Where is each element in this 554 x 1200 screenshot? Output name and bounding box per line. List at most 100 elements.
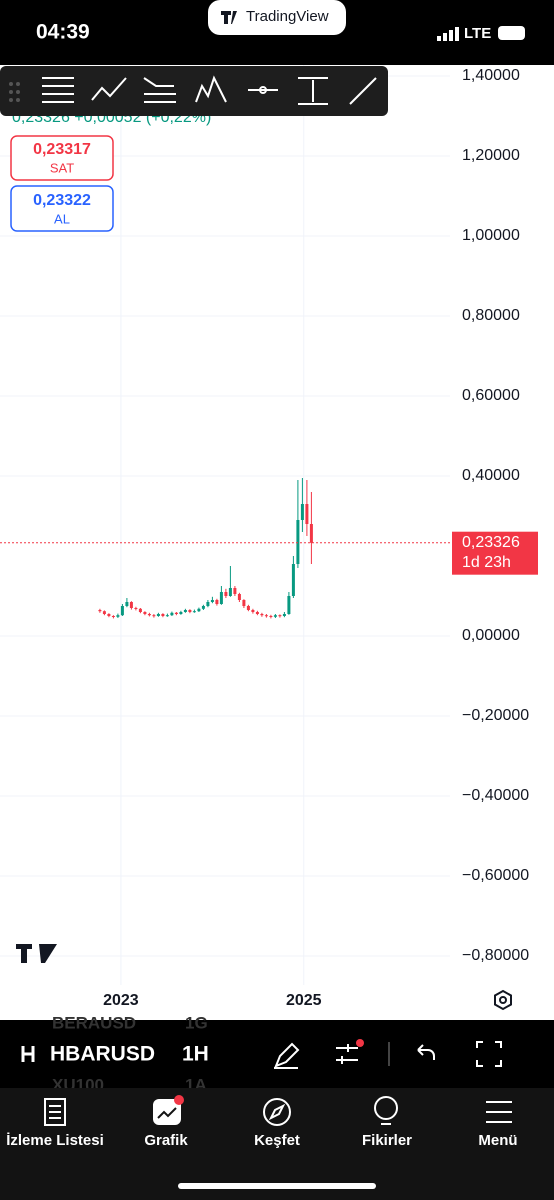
battery [498, 26, 525, 40]
tab-label[interactable]: Grafik [144, 1132, 188, 1149]
candle-body [116, 615, 120, 617]
tab-bar [0, 1088, 554, 1200]
y-tick-label: 1,20000 [462, 147, 520, 164]
x-tick-label: 2023 [103, 992, 139, 1009]
tab-label[interactable]: İzleme Listesi [6, 1132, 104, 1149]
candle-body [152, 615, 156, 617]
candle-body [206, 602, 210, 606]
tab-icon [268, 1103, 286, 1121]
candle-body [233, 588, 237, 594]
chart: 1,40000 1,20000 1,00000 0,80000 0,60000 0,400… [0, 65, 538, 1009]
tv-logo [16, 944, 57, 963]
candle-body [305, 504, 309, 524]
candle-body [174, 612, 178, 614]
badge [356, 1039, 364, 1047]
app-logo [221, 11, 237, 24]
settings-icon[interactable] [494, 989, 512, 1011]
app-pill [208, 0, 346, 35]
buy-label: AL [54, 211, 70, 226]
y-tick-label: −0,40000 [462, 787, 529, 804]
candle-body [201, 606, 205, 609]
candle-body [296, 520, 300, 564]
candle-body [143, 612, 147, 614]
candle-body [300, 504, 304, 520]
y-tick-label: 0,00000 [462, 627, 520, 644]
candle-body [170, 612, 174, 616]
candle-body [210, 600, 214, 602]
tabs: İzleme Listesi Grafik Keşfet Fikirler Menü [6, 1132, 517, 1149]
candle-body [237, 594, 241, 600]
candle-body [197, 608, 201, 612]
interval[interactable]: 1H [182, 1043, 209, 1066]
candle-body [165, 615, 169, 617]
signal [437, 27, 459, 41]
symbol-icon [21, 1046, 35, 1062]
candle-body [251, 610, 255, 612]
app-name: TradingView [246, 8, 329, 25]
symbol-bar [0, 1020, 554, 1088]
tab-icon [263, 1098, 291, 1126]
y-tick-label: 1,40000 [462, 67, 520, 84]
candle-body [215, 600, 219, 604]
candle-body [129, 602, 133, 608]
y-tick-label: −0,20000 [462, 707, 529, 724]
sell-label: SAT [50, 160, 74, 175]
sell-button[interactable] [10, 135, 114, 181]
candle-body [246, 606, 250, 610]
y-tick-label: 0,80000 [462, 307, 520, 324]
candle-body [107, 614, 111, 616]
candle-body [309, 524, 313, 543]
candle-body [278, 615, 282, 617]
candle-body [264, 615, 268, 617]
candle-body [224, 592, 228, 596]
candle-body [147, 614, 151, 616]
y-tick-label: 1,00000 [462, 227, 520, 244]
candle-body [183, 610, 187, 612]
candle-body [287, 596, 291, 614]
last-price: 0,23326 [462, 534, 520, 551]
y-tick-label: 0,60000 [462, 387, 520, 404]
badge [174, 1095, 184, 1105]
tab-icon [374, 1096, 398, 1120]
candle-body [291, 564, 295, 596]
last-price-box [452, 531, 538, 575]
ghost-interval: 1G [185, 1013, 208, 1032]
buy-button[interactable] [10, 185, 114, 232]
tab-label[interactable]: Fikirler [362, 1132, 412, 1149]
tab-icon [153, 1099, 181, 1125]
candle-body [188, 610, 192, 612]
toolbar [0, 66, 388, 116]
tab-icon [157, 1107, 177, 1119]
candle-body [242, 600, 246, 606]
tab-icon [44, 1098, 66, 1126]
y-tick-label: −0,60000 [462, 867, 529, 884]
candle-body [219, 592, 223, 604]
candle-body [156, 614, 160, 616]
settings-dot [499, 996, 507, 1004]
candle-body [111, 616, 115, 617]
tab-label[interactable]: Menü [478, 1132, 517, 1149]
clock: 04:39 [36, 21, 90, 44]
x-tick-label: 2025 [286, 992, 322, 1009]
y-tick-label: −0,80000 [462, 947, 529, 964]
tab-label[interactable]: Keşfet [254, 1132, 300, 1149]
undo-icon[interactable] [417, 1044, 435, 1060]
symbol[interactable]: HBARUSD [50, 1043, 155, 1066]
countdown: 1d 23h [462, 554, 511, 571]
sell-price: 0,23317 [33, 141, 91, 158]
tab-icon [486, 1101, 512, 1123]
candle-body [134, 608, 138, 609]
candle-body [228, 588, 232, 596]
candle-body [273, 615, 277, 617]
candle-body [125, 602, 129, 606]
draw-icon[interactable] [274, 1042, 300, 1069]
candle-body [192, 611, 196, 613]
candle-body [102, 611, 106, 614]
buy-price: 0,23322 [33, 192, 91, 209]
home-indicator [178, 1183, 376, 1189]
indicators-icon[interactable] [336, 1044, 358, 1064]
fullscreen-icon[interactable] [476, 1041, 502, 1067]
candle-body [179, 612, 183, 614]
candle-body [255, 612, 259, 614]
